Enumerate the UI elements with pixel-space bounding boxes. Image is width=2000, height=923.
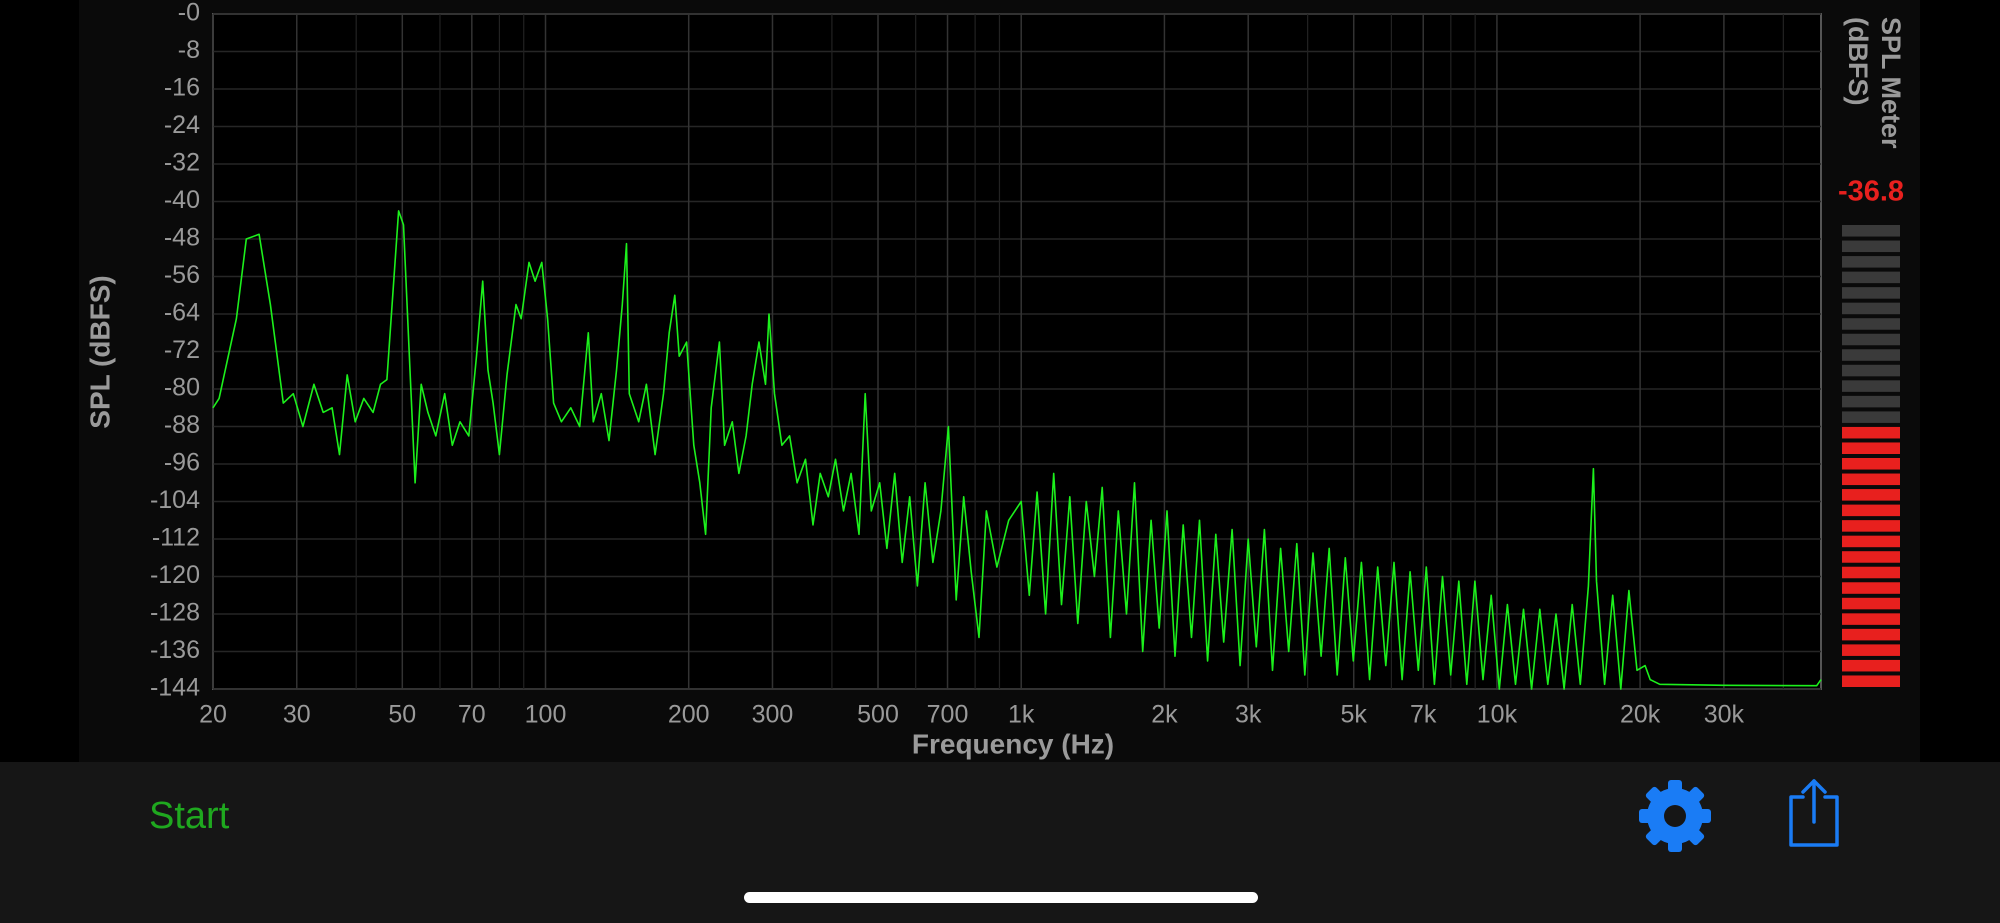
meter-segment: [1842, 535, 1900, 548]
y-tick-label: -8: [178, 36, 200, 64]
x-axis-label: Frequency (Hz): [912, 728, 1114, 759]
meter-segment: [1842, 302, 1900, 315]
meter-segment: [1842, 349, 1900, 361]
share-button[interactable]: [1789, 779, 1839, 847]
meter-segment: [1842, 225, 1900, 237]
meter-segment: [1842, 644, 1900, 656]
meter-value: -36.8: [1838, 176, 1904, 208]
y-axis-label: SPL (dBFS): [84, 275, 115, 428]
x-tick-label: 50: [388, 701, 416, 729]
x-tick-label: 1k: [1008, 701, 1035, 729]
x-tick-label: 30: [283, 701, 311, 729]
x-tick-label: 300: [752, 701, 794, 729]
meter-segment: [1842, 411, 1900, 423]
y-tick-label: -24: [164, 111, 200, 139]
x-tick-label: 100: [525, 701, 567, 729]
meter-segment: [1842, 675, 1900, 687]
settings-button[interactable]: [1639, 780, 1711, 852]
y-tick-label: -80: [164, 374, 200, 402]
meter-segment: [1842, 256, 1900, 268]
x-tick-label: 30k: [1704, 701, 1745, 729]
y-tick-label: -0: [178, 0, 200, 27]
meter-segment: [1842, 458, 1900, 470]
x-tick-label: 500: [857, 701, 899, 729]
meter-segment: [1842, 287, 1900, 299]
x-tick-label: 2k: [1151, 701, 1178, 729]
meter-segment: [1842, 551, 1900, 563]
home-indicator: [744, 892, 1258, 903]
y-tick-label: -40: [164, 186, 200, 214]
y-tick-label: -144: [150, 674, 200, 702]
x-tick-label: 5k: [1341, 701, 1368, 729]
meter-segment: [1842, 597, 1900, 610]
y-tick-label: -96: [164, 449, 200, 477]
y-tick-label: -72: [164, 336, 200, 364]
meter-segment: [1842, 318, 1900, 330]
x-tick-label: 20: [199, 701, 227, 729]
x-tick-label: 20k: [1620, 701, 1661, 729]
y-tick-label: -120: [150, 561, 200, 589]
meter-segment: [1842, 659, 1900, 672]
y-tick-label: -88: [164, 411, 200, 439]
meter-segment: [1842, 364, 1900, 377]
meter-segment: [1842, 240, 1900, 253]
y-tick-label: -112: [152, 524, 200, 552]
x-tick-label: 3k: [1235, 701, 1262, 729]
x-tick-label: 200: [668, 701, 710, 729]
meter: [1842, 225, 1900, 687]
x-tick-label: 700: [927, 701, 969, 729]
y-tick-label: -48: [164, 224, 200, 252]
meter-segment: [1842, 489, 1900, 501]
meter-segment: [1842, 566, 1900, 579]
y-tick-label: -56: [164, 261, 200, 289]
meter-segment: [1842, 613, 1900, 625]
meter-segment: [1842, 395, 1900, 408]
y-tick-label: -64: [164, 299, 200, 327]
y-tick-label: -32: [164, 149, 200, 177]
meter-segment: [1842, 504, 1900, 517]
meter-segment: [1842, 426, 1900, 439]
meter-segment: [1842, 473, 1900, 486]
meter-segment: [1842, 333, 1900, 346]
plot: [212, 210, 1822, 690]
start-button[interactable]: Start: [149, 795, 230, 837]
y-tick-label: -16: [164, 74, 200, 102]
y-tick-label: -104: [150, 486, 200, 514]
x-tick-label: 10k: [1477, 701, 1518, 729]
meter-title: (dBFS): [1843, 17, 1873, 105]
y-tick-label: -128: [150, 599, 200, 627]
x-tick-label: 70: [458, 701, 486, 729]
meter-segment: [1842, 380, 1900, 392]
meter-segment: [1842, 582, 1900, 594]
y-tick-label: -136: [150, 636, 200, 664]
meter-segment: [1842, 271, 1900, 284]
spectrum-line: [212, 210, 1822, 690]
x-tick-label: 7k: [1410, 701, 1437, 729]
meter-title: SPL Meter: [1876, 17, 1906, 149]
grid: -0 -8 -16 -24 -32 -40 -48 -56 -64 -72 -80 -88 -96 -10…: [150, 0, 1821, 729]
meter-segment: [1842, 520, 1900, 532]
meter-segment: [1842, 628, 1900, 641]
meter-segment: [1842, 442, 1900, 454]
